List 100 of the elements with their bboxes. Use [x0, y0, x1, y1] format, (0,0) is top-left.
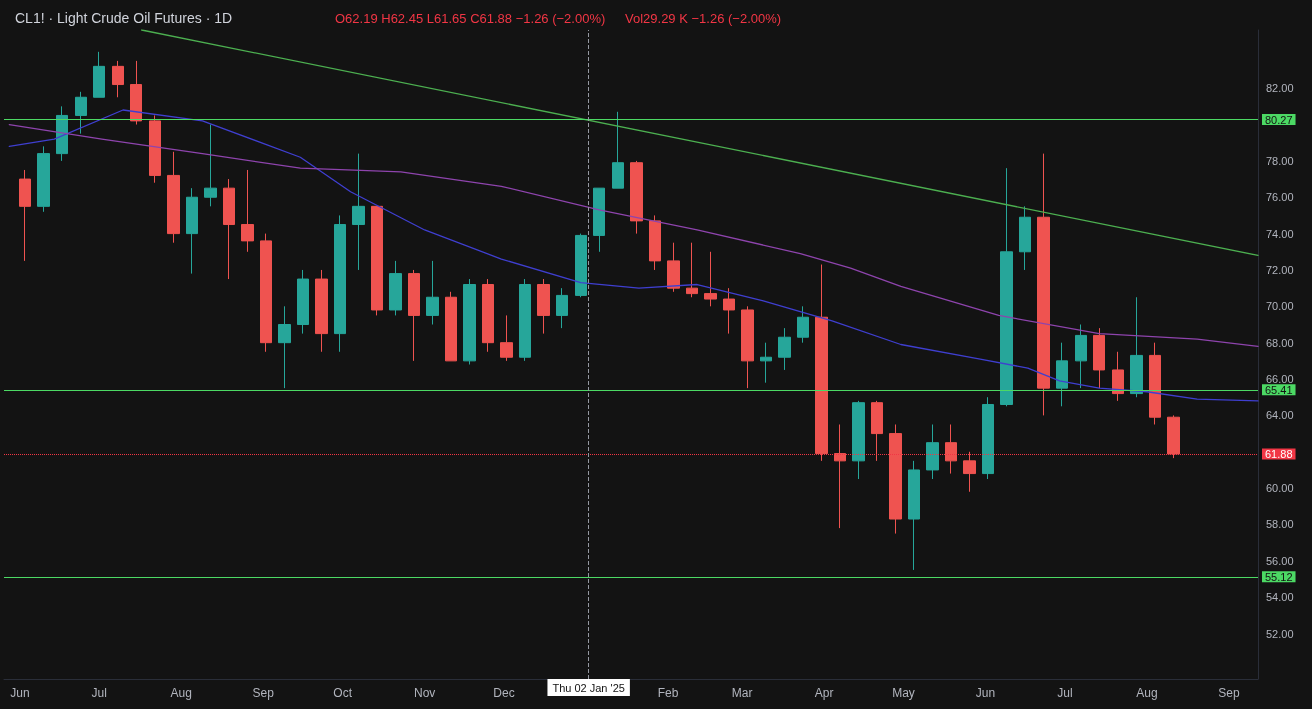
candlestick: [1037, 153, 1050, 416]
candlestick: [630, 160, 643, 235]
candlestick: [352, 153, 365, 271]
candlestick: [982, 396, 994, 480]
candlestick: [278, 305, 291, 389]
candlestick: [260, 233, 272, 353]
x-tick-label: Mar: [731, 686, 753, 700]
candlestick: [593, 187, 605, 253]
candlestick: [37, 145, 50, 213]
x-tick-label: Sep: [1218, 686, 1240, 700]
y-tick-label: 68.00: [1266, 336, 1294, 349]
candlestick: [463, 278, 476, 365]
candlestick: [926, 423, 939, 480]
candlestick: [389, 260, 402, 316]
candlestick: [852, 400, 865, 480]
x-tick-label: Feb: [657, 686, 679, 700]
ref-line-label: 61.88: [1265, 447, 1293, 460]
y-tick-label: 58.00: [1266, 518, 1294, 531]
candlestick: [834, 423, 846, 529]
candlestick: [1056, 342, 1068, 407]
candlestick: [426, 260, 439, 325]
ref-line-label: Thu 02 Jan '25: [552, 681, 625, 694]
y-tick-label: 74.00: [1266, 227, 1294, 240]
x-tick-label: Aug: [1136, 686, 1158, 700]
candlestick: [445, 291, 457, 362]
candlestick: [1075, 324, 1087, 389]
candlestick: [371, 205, 383, 316]
ref-line-label: 55.12: [1265, 570, 1293, 583]
x-tick-label: Sep: [252, 686, 275, 700]
chart-title: CL1! · Light Crude Oil Futures · 1D: [15, 10, 233, 26]
candlestick: [186, 187, 198, 275]
candlestick: [963, 451, 976, 493]
candlestick: [1149, 342, 1161, 425]
x-tick-label: Dec: [493, 686, 515, 700]
candlestick: [112, 60, 124, 98]
candlestick: [315, 269, 328, 353]
candlestick: [1093, 327, 1105, 389]
candlestick: [223, 178, 235, 280]
candlestick: [167, 151, 180, 244]
ref-line-label: 65.41: [1265, 383, 1293, 396]
candlestick: [56, 105, 68, 162]
candlestick: [741, 305, 754, 389]
candlestick: [612, 111, 624, 189]
y-tick-label: 72.00: [1266, 263, 1294, 276]
x-tick-label: May: [892, 686, 915, 700]
y-tick-label: 76.00: [1266, 191, 1294, 204]
candlestick: [575, 233, 587, 298]
candlestick: [334, 214, 346, 353]
candlestick: [93, 51, 105, 98]
candlestick: [204, 124, 217, 207]
candlestick: [797, 305, 809, 344]
candlestick: [408, 269, 420, 362]
y-tick-label: 82.00: [1266, 82, 1294, 95]
candlestick: [519, 278, 531, 362]
line-series: [8, 123, 1259, 347]
y-tick-label: 64.00: [1266, 409, 1294, 422]
candlestick: [889, 423, 902, 535]
candlestick: [723, 287, 735, 335]
candlestick: [241, 169, 254, 253]
x-tick-label: Jul: [1057, 686, 1073, 700]
candlestick: [815, 264, 828, 462]
candlestick: [649, 214, 661, 271]
candlestick: [19, 169, 31, 262]
candlestick: [686, 242, 698, 298]
candlestick: [75, 91, 87, 135]
x-tick-label: Nov: [413, 686, 436, 700]
x-tick-label: Oct: [333, 686, 353, 700]
chart-subtitle: O62.19 H62.45 L61.65 C61.88 −1.26 (−2.00%): [335, 11, 606, 26]
x-tick-label: Jul: [91, 686, 107, 700]
text: Vol29.29 K −1.26 (−2.00%): [625, 11, 782, 26]
candlestick: [945, 423, 957, 475]
y-tick-label: 78.00: [1266, 154, 1294, 167]
candlestick: [1000, 167, 1013, 407]
candlestick: [667, 242, 680, 293]
candlestick: [500, 314, 513, 362]
candlestick: [760, 342, 772, 384]
candlestick: [482, 278, 494, 353]
x-tick-label: Aug: [170, 686, 192, 700]
candlestick: [1167, 414, 1180, 459]
candlestick: [1019, 205, 1031, 271]
candlestick: [537, 278, 550, 335]
candlestick: [1130, 296, 1143, 398]
y-tick-label: 52.00: [1266, 627, 1294, 640]
x-tick-label: Apr: [814, 686, 834, 700]
candlestick: [908, 460, 920, 571]
y-tick-label: 60.00: [1266, 482, 1294, 495]
candlestick: [704, 251, 717, 307]
line-series: [8, 109, 1259, 402]
candlestick: [871, 400, 883, 462]
x-tick-label: Jun: [975, 686, 996, 700]
candlestick: [297, 269, 309, 335]
y-tick-label: 66.00: [1266, 373, 1294, 386]
y-tick-label: 54.00: [1266, 591, 1294, 604]
y-tick-label: 56.00: [1266, 554, 1294, 567]
ref-line-label: 80.27: [1265, 113, 1293, 126]
candlestick: [1112, 351, 1124, 402]
y-tick-label: 70.00: [1266, 300, 1294, 313]
x-tick-label: Jun: [10, 686, 30, 700]
candlestick: [149, 114, 161, 184]
candlestick: [130, 60, 142, 126]
